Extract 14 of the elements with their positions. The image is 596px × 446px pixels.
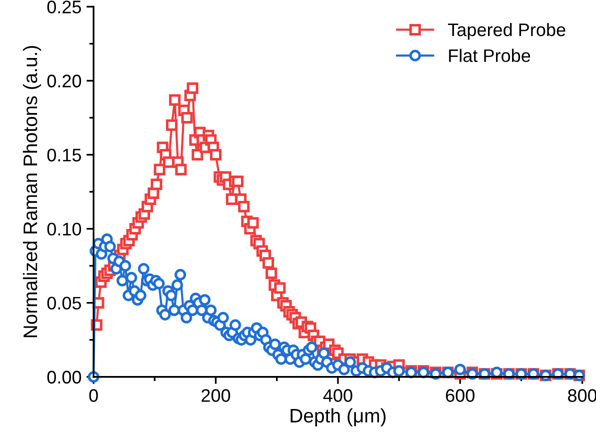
x-tick-label: 600 [446, 389, 474, 402]
y-tick-label: 0.25 [47, 0, 82, 14]
y-axis-title: Normalized Raman Photons (a.u.) [22, 46, 42, 338]
y-tick-label: 0.20 [47, 74, 82, 88]
x-tick-label: 400 [323, 389, 352, 402]
x-tick-label: 200 [202, 389, 230, 402]
x-axis-title: Depth (μm) [290, 408, 386, 426]
y-tick-label: 0.10 [47, 222, 82, 236]
legend-label: Flat Probe [449, 48, 530, 62]
legend-label: Tapered Probe [448, 22, 566, 40]
x-tick-label: 0 [89, 389, 98, 402]
y-tick-label: 0.15 [47, 148, 82, 162]
y-tick-label: 0.05 [47, 296, 82, 310]
y-tick-label: 0.00 [47, 370, 82, 384]
